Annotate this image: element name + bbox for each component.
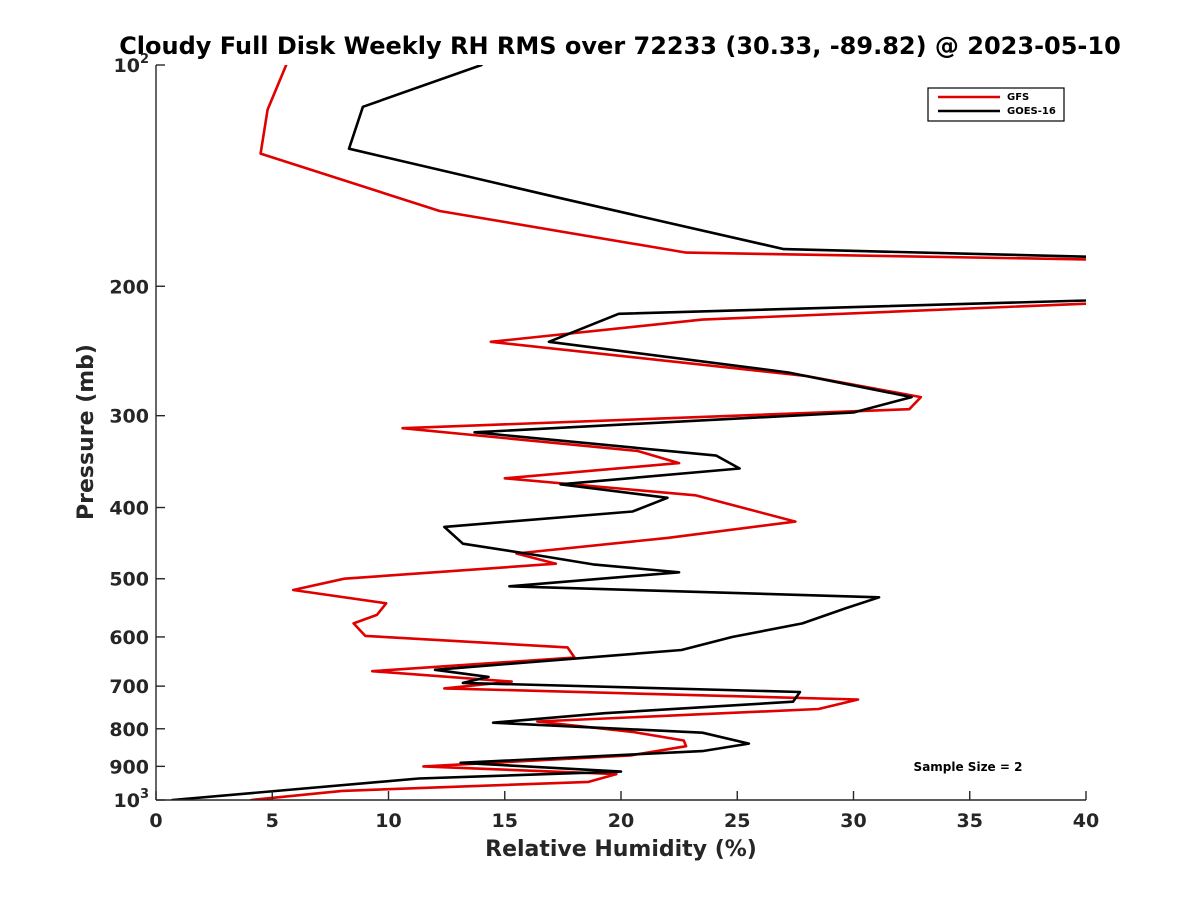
y-tick-label: 800 (109, 719, 149, 741)
legend-label-gfs: GFS (1007, 92, 1029, 103)
x-tick-label: 5 (266, 810, 279, 832)
y-tick-label: 400 (109, 498, 149, 520)
y-tick-label: 700 (109, 676, 149, 698)
y-tick-label: 600 (109, 627, 149, 649)
series-layer (171, 65, 1086, 800)
x-tick-label: 20 (608, 810, 634, 832)
series-line-gfs (250, 65, 1086, 800)
x-tick-label: 15 (492, 810, 518, 832)
x-ticks: 0 5 10 15 20 25 30 35 40 (149, 791, 1099, 832)
y-tick-label: 102 (114, 52, 150, 77)
x-tick-label: 35 (957, 810, 983, 832)
legend: GFS GOES-16 (927, 87, 1065, 122)
x-tick-label: 40 (1073, 810, 1099, 832)
sample-size-annotation: Sample Size = 2 (914, 760, 1023, 774)
y-tick-label: 500 (109, 569, 149, 591)
y-tick-label: 103 (114, 787, 150, 812)
y-axis-label: Pressure (mb) (74, 344, 99, 520)
x-tick-label: 30 (840, 810, 866, 832)
chart-title: Cloudy Full Disk Weekly RH RMS over 7223… (119, 32, 1121, 60)
legend-box (927, 87, 1065, 122)
x-axis-label: Relative Humidity (%) (485, 837, 757, 862)
plot-area (156, 65, 1086, 800)
legend-label-goes16: GOES-16 (1007, 106, 1056, 117)
y-tick-label: 300 (109, 406, 149, 428)
x-tick-label: 10 (375, 810, 401, 832)
y-ticks: 102 200 300 400 500 600 700 800 900 103 (109, 52, 165, 812)
x-tick-label: 25 (724, 810, 750, 832)
x-tick-label: 0 (149, 810, 162, 832)
y-tick-label: 200 (109, 276, 149, 298)
y-tick-label: 900 (109, 756, 149, 778)
series-line-goes16 (171, 65, 1086, 800)
